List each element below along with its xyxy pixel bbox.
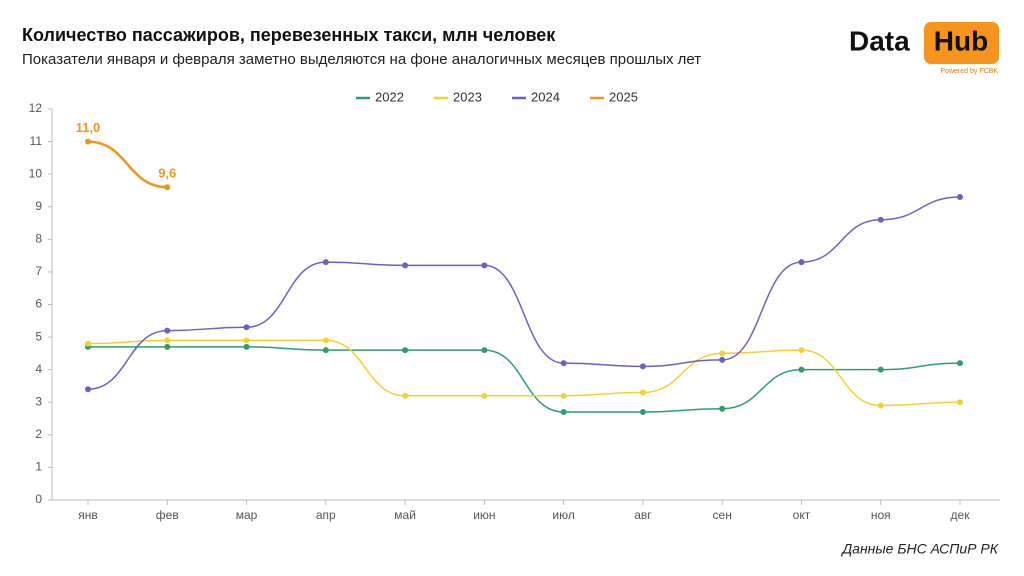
x-tick-label: фев [156,508,179,522]
legend-label: 2023 [453,89,482,104]
y-tick-label: 3 [35,394,42,408]
data-point [402,392,409,399]
x-tick-label: июл [552,508,574,522]
y-tick-label: 10 [29,166,43,180]
data-point [560,360,567,367]
x-tick-label: окт [793,508,811,522]
y-tick-label: 1 [35,460,42,474]
data-point [719,356,726,363]
y-tick-label: 5 [35,329,42,343]
data-point [957,193,963,200]
data-point [322,337,329,344]
y-tick-label: 6 [35,297,42,311]
logo: Data Hub Powered by FCBK [849,22,999,75]
data-point [243,324,250,331]
x-tick-label: июн [473,508,495,522]
data-point [481,392,488,399]
logo-tagline: Powered by FCBK [940,68,998,75]
chart-title: Количество пассажиров, перевезенных такс… [22,25,556,45]
data-point [322,347,329,354]
data-point [719,350,726,357]
logo-text: Hub [934,25,988,56]
y-tick-label: 4 [35,362,42,376]
logo-text: Data [849,25,910,56]
data-point [957,360,963,367]
data-point [877,366,884,373]
chart-subtitle: Показатели января и февраля заметно выде… [22,51,701,68]
data-point [957,399,963,406]
data-label: 11,0 [76,120,101,135]
data-point [85,340,91,347]
data-point [85,138,91,145]
logo-badge [924,22,999,64]
x-tick-label: май [394,508,416,522]
data-point [639,409,646,416]
data-point [322,259,329,266]
y-tick-label: 12 [29,101,43,115]
x-tick-label: дек [951,508,971,522]
data-point [402,262,409,269]
data-point [481,262,488,269]
legend-label: 2024 [531,89,560,104]
data-point [560,392,567,399]
x-tick-label: мар [236,508,258,522]
y-tick-label: 0 [35,492,42,506]
x-tick-label: авг [634,508,652,522]
data-point [164,184,171,191]
data-point [560,409,567,416]
data-point [164,327,171,334]
data-label: 9,6 [158,166,176,181]
y-tick-label: 8 [35,232,42,246]
legend-label: 2022 [375,89,404,104]
series-line [88,346,961,413]
x-tick-label: ноя [871,508,891,522]
series-line [87,339,961,407]
data-point [85,386,91,393]
data-point [639,389,646,396]
data-point [798,347,805,354]
data-point [798,366,805,373]
data-point [877,216,884,223]
data-point [639,363,646,370]
data-point [877,402,884,409]
data-point [481,347,488,354]
x-tick-label: сен [713,508,732,522]
data-point [719,405,726,412]
data-point [402,347,409,354]
y-tick-label: 9 [35,199,42,213]
series-line [87,140,168,189]
data-point [243,343,250,350]
data-point [164,343,171,350]
y-tick-label: 11 [30,134,43,148]
series-line [87,196,961,390]
source: Данные БНС АСПиР РК [840,541,998,557]
data-point [164,337,171,344]
data-point [243,337,250,344]
x-tick-label: апр [316,508,336,522]
x-tick-label: янв [78,508,98,522]
y-tick-label: 7 [35,264,42,278]
data-point [798,259,805,266]
legend-label: 2025 [609,89,638,104]
y-tick-label: 2 [35,427,42,441]
